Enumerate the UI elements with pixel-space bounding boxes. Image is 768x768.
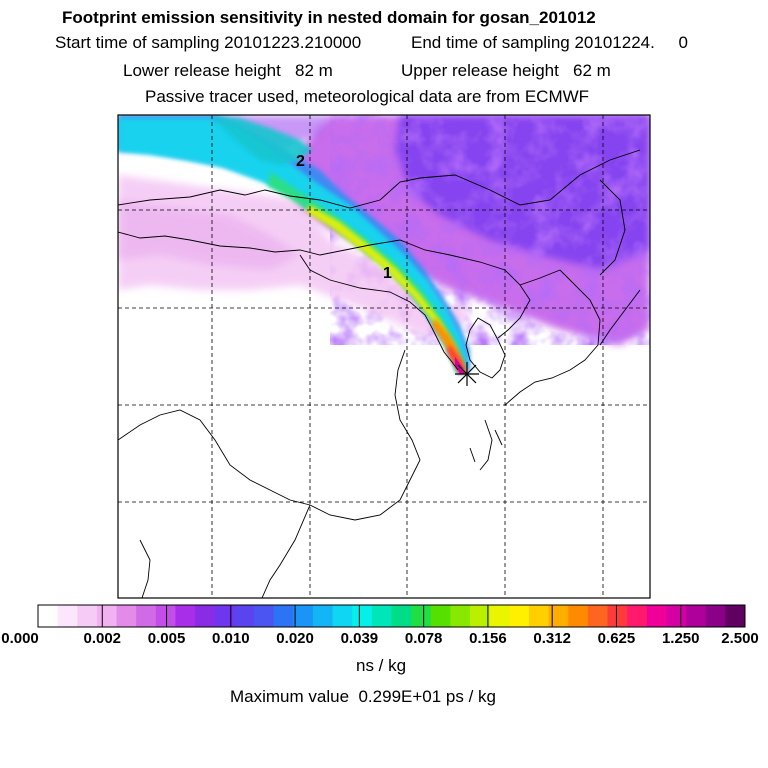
colorbar-swatch [528, 605, 550, 627]
colorbar-swatch [254, 605, 275, 627]
colorbar [37, 604, 746, 628]
colorbar-tick-label: 0.005 [147, 630, 186, 647]
colorbar-tick-label: 0.010 [212, 630, 250, 647]
plume-label-1: 1 [383, 265, 392, 282]
sampling-end-time: End time of sampling 20101224. 0 [411, 33, 688, 52]
colorbar-swatch [371, 605, 392, 627]
tracer-info: Passive tracer used, meteorological data… [145, 87, 590, 106]
colorbar-swatch [666, 605, 687, 627]
colorbar-swatch [234, 605, 255, 627]
map-frame [117, 114, 651, 599]
colorbar-tick-label: 0.020 [276, 630, 314, 647]
colorbar-tick-label: 0.000 [1, 630, 39, 647]
colorbar-swatch [312, 605, 334, 627]
colorbar-swatch [332, 605, 353, 627]
sampling-start-time: Start time of sampling 20101223.210000 [55, 33, 362, 52]
colorbar-swatch [214, 605, 235, 627]
upper-release-height: Upper release height 62 m [401, 61, 611, 80]
colorbar-tick-label: 0.156 [469, 630, 507, 647]
plume-label-2: 2 [296, 153, 305, 170]
colorbar-swatch [705, 605, 726, 627]
sensitivity-field [118, 115, 650, 374]
map-gridlines [118, 115, 650, 598]
maximum-value: Maximum value 0.299E+01 ps / kg [230, 687, 496, 706]
colorbar-tick-label: 2.500 [721, 630, 759, 647]
colorbar-swatch [116, 605, 137, 627]
colorbar-swatch [136, 605, 157, 627]
colorbar-tick-label: 0.625 [597, 630, 636, 647]
plot-title: Footprint emission sensitivity in nested… [62, 8, 596, 27]
colorbar-swatch [646, 605, 667, 627]
lower-release-height: Lower release height 82 m [123, 61, 333, 80]
colorbar-swatch [57, 605, 78, 627]
release-site-star-marker [455, 362, 479, 386]
colorbar-swatch [450, 605, 471, 627]
colorbar-swatch [568, 605, 589, 627]
colorbar-swatch [391, 605, 412, 627]
colorbar-swatch [607, 605, 628, 627]
colorbar-swatch [489, 605, 510, 627]
colorbar-swatch [352, 605, 373, 627]
colorbar-tick-label: 0.078 [404, 630, 443, 647]
colorbar-swatch [38, 605, 59, 627]
colorbar-swatch [548, 605, 569, 627]
colorbar-swatch [96, 605, 118, 627]
colorbar-swatch [273, 605, 294, 627]
colorbar-swatch [587, 605, 609, 627]
colorbar-swatch [411, 605, 432, 627]
colorbar-swatch [293, 605, 314, 627]
colorbar-swatch [509, 605, 530, 627]
colorbar-swatch [77, 605, 98, 627]
colorbar-tick-label: 0.002 [83, 630, 122, 647]
colorbar-swatch [195, 605, 216, 627]
colorbar-swatch [155, 605, 176, 627]
colorbar-border [37, 604, 746, 628]
colorbar-tick-label: 0.312 [533, 630, 571, 647]
colorbar-swatch [627, 605, 648, 627]
colorbar-unit: ns / kg [356, 656, 407, 675]
colorbar-swatch [175, 605, 196, 627]
colorbar-swatch [430, 605, 451, 627]
colorbar-tick-label: 1.250 [661, 630, 700, 647]
colorbar-swatch [470, 605, 491, 627]
colorbar-swatch [725, 605, 746, 627]
colorbar-tick-label: 0.039 [340, 630, 379, 647]
colorbar-swatch [686, 605, 707, 627]
